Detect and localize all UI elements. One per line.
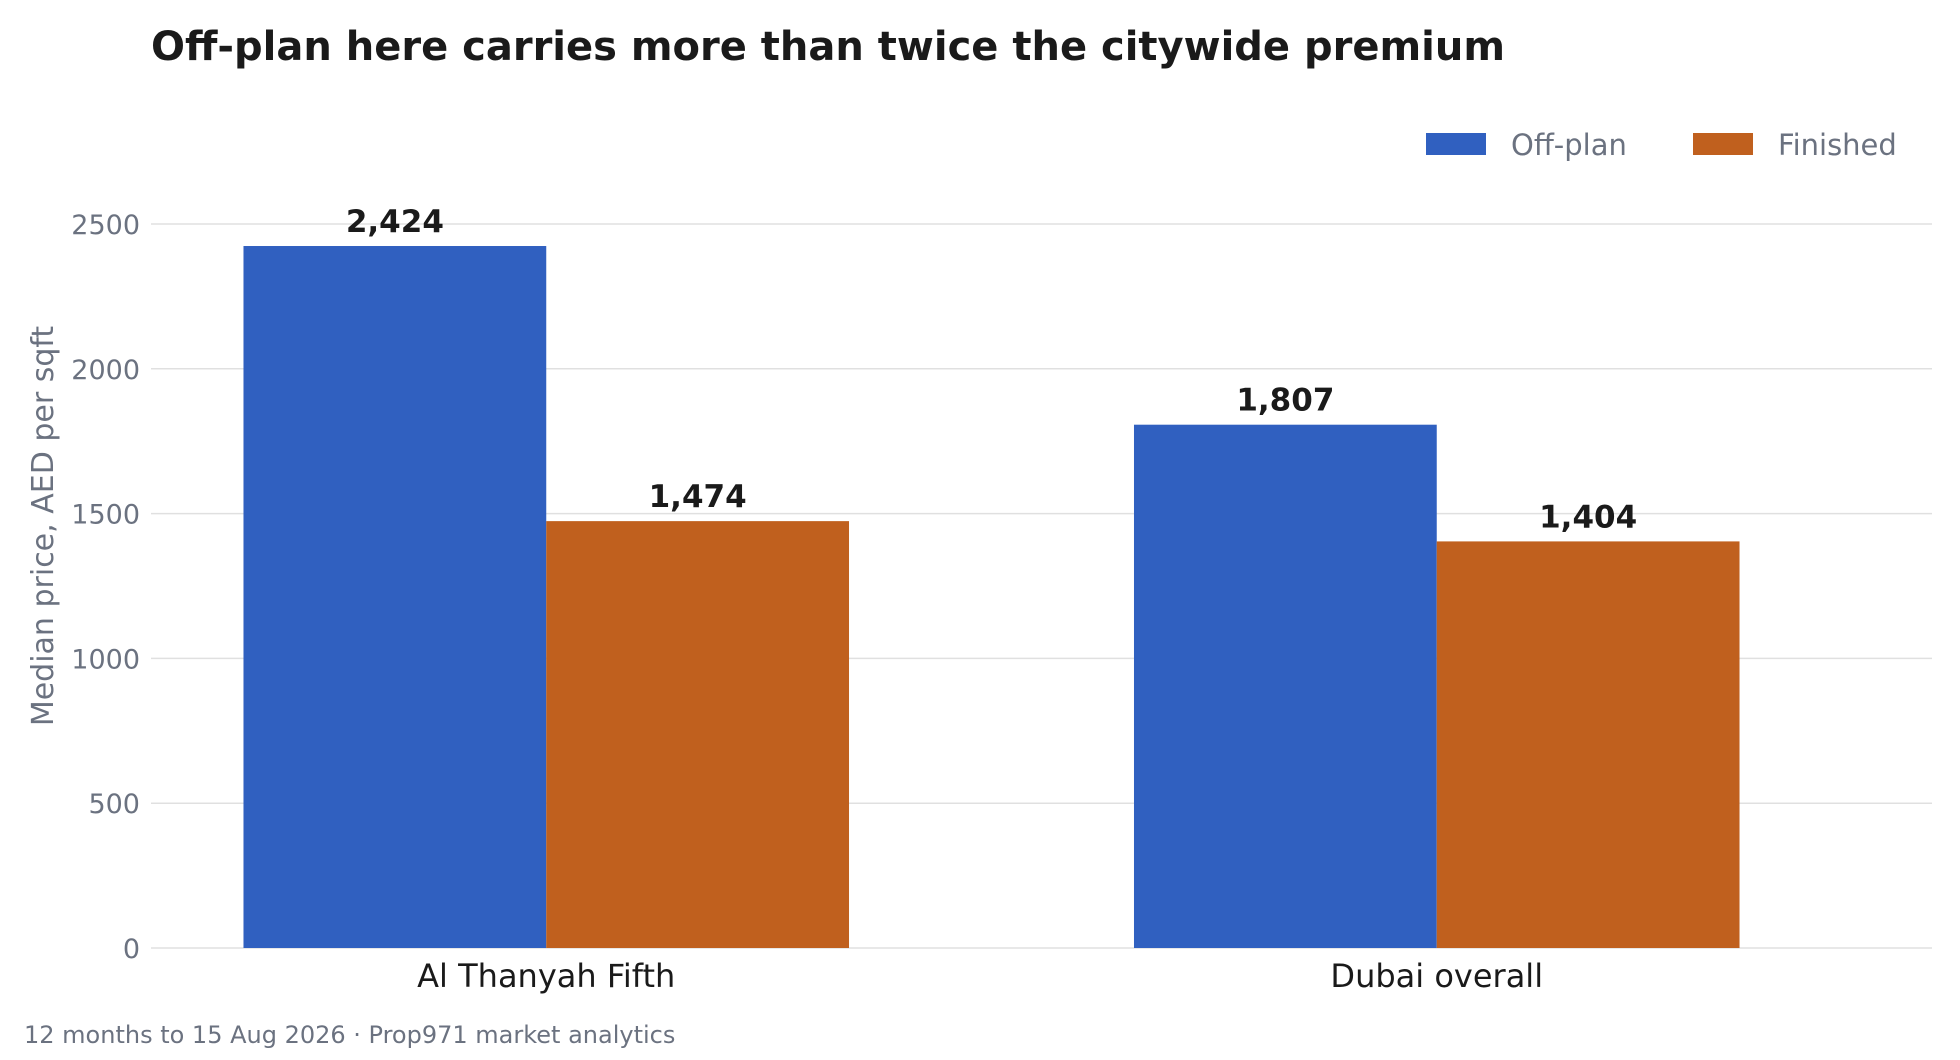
data-label: 1,474 — [649, 479, 747, 515]
y-axis-title: Median price, AED per sqft — [26, 326, 61, 727]
x-axis-categories: Al Thanyah Fifth Dubai overall — [417, 957, 1543, 995]
y-tick-label: 0 — [123, 934, 140, 965]
bar-finished-0 — [546, 521, 850, 948]
legend-swatch-off-plan — [1426, 133, 1486, 155]
legend-swatch-finished — [1693, 133, 1753, 155]
x-category-label: Dubai overall — [1330, 957, 1543, 995]
legend-label: Off-plan — [1511, 128, 1627, 162]
data-labels: 2,424 1,474 1,807 1,404 — [346, 204, 1637, 535]
data-label: 2,424 — [346, 204, 444, 240]
bar-off-plan-0 — [243, 246, 547, 949]
x-category-label: Al Thanyah Fifth — [417, 957, 675, 995]
legend-label: Finished — [1778, 128, 1897, 162]
y-axis-ticks: 0 500 1000 1500 2000 2500 — [71, 210, 140, 965]
bar-off-plan-1 — [1133, 424, 1437, 948]
chart-title: Off-plan here carries more than twice th… — [151, 24, 1505, 70]
bars — [243, 246, 1740, 949]
bar-finished-1 — [1436, 541, 1740, 948]
y-tick-label: 500 — [88, 789, 140, 820]
y-tick-label: 1500 — [71, 500, 140, 531]
legend: Off-plan Finished — [1426, 128, 1897, 162]
y-tick-label: 2500 — [71, 210, 140, 241]
data-label: 1,807 — [1236, 383, 1334, 419]
y-tick-label: 1000 — [71, 644, 140, 675]
footer-note: 12 months to 15 Aug 2026 · Prop971 marke… — [24, 1021, 675, 1049]
y-tick-label: 2000 — [71, 355, 140, 386]
data-label: 1,404 — [1539, 499, 1637, 535]
